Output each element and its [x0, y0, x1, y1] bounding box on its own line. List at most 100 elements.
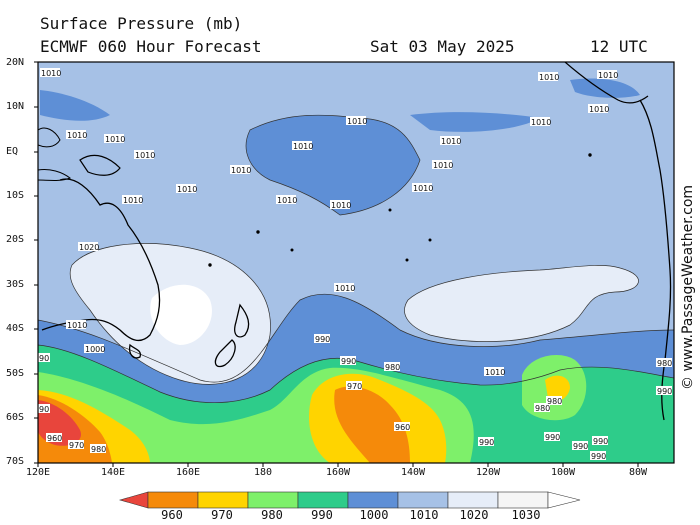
isobar-label: 990: [656, 386, 672, 396]
forecast-utc: 12 UTC: [590, 37, 648, 56]
isobar-label: 1010: [334, 283, 355, 293]
lat-label: 70S: [6, 456, 25, 467]
svg-text:960: 960: [395, 423, 410, 432]
isobar-label: 1010: [588, 104, 609, 114]
svg-text:990: 990: [315, 335, 330, 344]
isobar-label: 980: [90, 444, 106, 454]
isobar-label: 970: [68, 440, 84, 450]
svg-text:1010: 1010: [277, 196, 297, 205]
svg-text:1010: 1010: [293, 142, 313, 151]
landmass: [38, 62, 672, 421]
band-1030: [150, 284, 212, 345]
isobar-label: 1010: [176, 184, 197, 194]
svg-text:90: 90: [39, 405, 49, 414]
isobar-label: 980: [384, 362, 400, 372]
svg-text:1010: 1010: [231, 166, 251, 175]
svg-text:960: 960: [47, 434, 62, 443]
isobar-label: 90: [38, 353, 50, 363]
lat-label: 20N: [6, 57, 25, 68]
isobar-label: 1010: [330, 200, 351, 210]
isobar-label: 1010: [134, 150, 155, 160]
map-title: Surface Pressure (mb): [40, 14, 243, 33]
lon-label: 120W: [475, 467, 501, 478]
svg-text:1010: 1010: [413, 184, 433, 193]
isobar-label: 980: [546, 396, 562, 406]
svg-text:1010: 1010: [589, 105, 609, 114]
isobar-label: 990: [590, 451, 606, 461]
svg-text:970: 970: [69, 441, 84, 450]
lat-label: 10S: [6, 190, 25, 201]
isobar-label: 1010: [530, 117, 551, 127]
map-frame: [37, 61, 675, 464]
svg-text:1010: 1010: [539, 73, 559, 82]
isobar-label: 970: [346, 381, 362, 391]
svg-text:1010: 1010: [335, 284, 355, 293]
isobar-label: 990: [478, 437, 494, 447]
lon-label: 160W: [325, 467, 351, 478]
svg-text:980: 980: [91, 445, 106, 454]
svg-text:1010: 1010: [598, 71, 618, 80]
svg-text:980: 980: [385, 363, 400, 372]
isobar-label: 980: [656, 358, 672, 368]
legend-label: 980: [261, 508, 283, 522]
isobar-label: 1020: [78, 242, 99, 252]
svg-text:1010: 1010: [441, 137, 461, 146]
svg-text:1010: 1010: [105, 135, 125, 144]
svg-text:990: 990: [479, 438, 494, 447]
isobar-label: 990: [544, 432, 560, 442]
isobar-label: 1010: [104, 134, 125, 144]
lon-label: 180: [253, 467, 273, 478]
lon-label: 120E: [25, 467, 51, 478]
svg-text:1010: 1010: [135, 151, 155, 160]
legend-label: 990: [311, 508, 333, 522]
svg-text:990: 990: [593, 437, 608, 446]
legend-label: 1010: [409, 508, 439, 522]
svg-text:990: 990: [573, 442, 588, 451]
legend-label: 970: [211, 508, 233, 522]
isobar-label: 990: [314, 334, 330, 344]
svg-text:980: 980: [547, 397, 562, 406]
credit-text: © www.PassageWeather.com: [680, 184, 696, 390]
svg-text:1010: 1010: [67, 321, 87, 330]
isobar-label: 990: [592, 436, 608, 446]
svg-text:1010: 1010: [347, 117, 367, 126]
lon-label: 160E: [175, 467, 201, 478]
band-1000-north: [246, 115, 420, 215]
svg-text:980: 980: [535, 404, 550, 413]
isobar-label: 1000: [84, 344, 105, 354]
isobar-label: 1010: [538, 72, 559, 82]
lat-label: EQ: [6, 146, 19, 157]
isobar-label: 1010: [66, 320, 87, 330]
svg-text:1010: 1010: [41, 69, 61, 78]
isobar-label: 990: [340, 356, 356, 366]
isobar-label: 1010: [230, 165, 251, 175]
svg-text:1010: 1010: [433, 161, 453, 170]
lon-label: 80W: [628, 467, 648, 478]
svg-text:980: 980: [657, 359, 672, 368]
lat-label: 30S: [6, 279, 25, 290]
isobar-label: 1010: [122, 195, 143, 205]
legend-label: 1020: [459, 508, 489, 522]
isobar-label: 90: [38, 404, 50, 414]
isobar-label: 1010: [276, 195, 297, 205]
svg-text:1010: 1010: [67, 131, 87, 140]
isobar-label: 990: [572, 441, 588, 451]
lat-label: 10N: [6, 101, 25, 112]
lon-label: 100W: [550, 467, 576, 478]
svg-text:990: 990: [591, 452, 606, 461]
credit-watermark: © www.PassageWeather.com: [676, 150, 696, 390]
svg-text:1010: 1010: [177, 185, 197, 194]
lon-label: 140E: [100, 467, 126, 478]
isobar-label: 1010: [66, 130, 87, 140]
svg-text:90: 90: [39, 354, 49, 363]
isobar-label: 1010: [432, 160, 453, 170]
model-label: ECMWF 060 Hour Forecast: [40, 37, 262, 56]
lat-label: 50S: [6, 368, 25, 379]
svg-text:990: 990: [545, 433, 560, 442]
svg-text:1000: 1000: [85, 345, 105, 354]
svg-text:990: 990: [657, 387, 672, 396]
isobar-label: 1010: [346, 116, 367, 126]
isobar-label: 960: [46, 433, 62, 443]
svg-text:990: 990: [341, 357, 356, 366]
svg-text:1010: 1010: [531, 118, 551, 127]
